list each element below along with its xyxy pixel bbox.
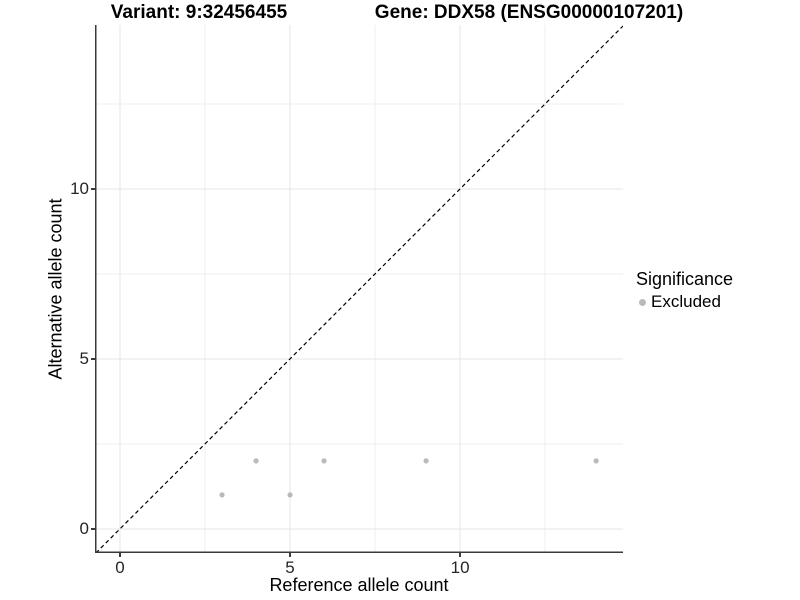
plot-panel (95, 25, 623, 553)
x-tick-label: 10 (450, 558, 470, 577)
y-tick-label: 10 (70, 178, 89, 198)
x-tick-mark (289, 553, 291, 557)
data-point (321, 458, 327, 464)
legend-item: Excluded (636, 292, 733, 312)
data-point (219, 492, 225, 498)
legend-title: Significance (636, 269, 734, 289)
y-tick-mark (91, 188, 95, 190)
y-axis-label: Alternative allele count (45, 198, 66, 380)
x-tick-mark (459, 553, 461, 557)
data-point (593, 458, 599, 464)
data-point (423, 458, 429, 464)
gene-title: Gene: DDX58 (ENSG00000107201) (374, 2, 684, 23)
y-tick-label: 5 (79, 348, 89, 368)
variant-title: Variant: 9:32456455 (110, 2, 288, 23)
data-point (287, 492, 293, 498)
x-tick-label: 5 (285, 558, 295, 577)
x-tick-mark (119, 553, 121, 557)
y-tick-mark (91, 528, 95, 530)
legend-item-label: Excluded (651, 292, 721, 311)
y-tick-mark (91, 358, 95, 360)
legend: Significance Excluded (636, 269, 733, 312)
chart-canvas (95, 25, 623, 553)
y-tick-label: 0 (79, 518, 89, 538)
data-point (253, 458, 259, 464)
identity-dashed-line (95, 25, 623, 553)
x-axis-label: Reference allele count (269, 575, 449, 595)
legend-point-icon (639, 298, 646, 306)
x-tick-label: 0 (115, 558, 125, 577)
